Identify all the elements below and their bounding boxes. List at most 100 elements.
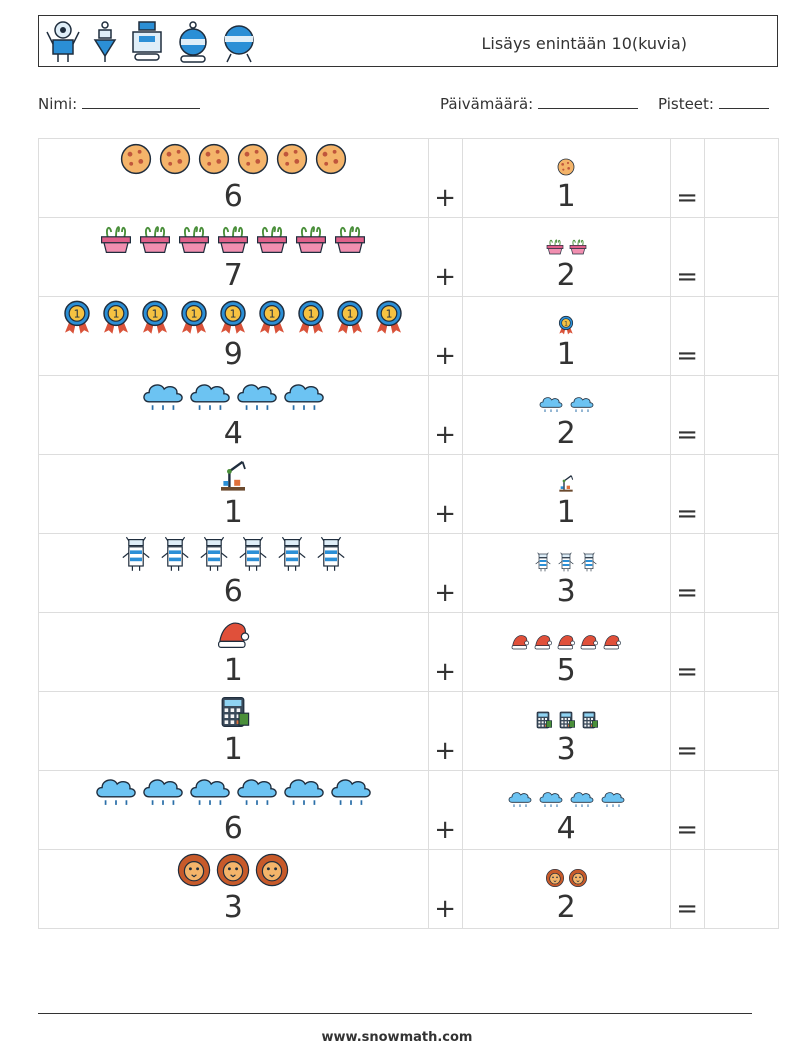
addend-a-cell: 1 xyxy=(38,691,429,771)
answer-cell[interactable] xyxy=(703,770,780,850)
robot-icon xyxy=(157,536,193,576)
equals-sign: = xyxy=(676,341,698,371)
addend-a-number: 9 xyxy=(223,337,243,372)
plant-pot-icon xyxy=(568,236,588,260)
medal-icon: 1 xyxy=(556,315,576,339)
equals-sign: = xyxy=(676,262,698,292)
svg-text:1: 1 xyxy=(269,308,276,321)
cookie-icon xyxy=(313,141,349,181)
medal-icon: 1 xyxy=(371,299,407,339)
cookie-icon xyxy=(235,141,271,181)
problem-row: 1 + 1 = xyxy=(38,454,780,534)
medal-icon: 1 xyxy=(254,299,290,339)
lion-icon xyxy=(215,852,251,892)
addend-a-cell: 6 xyxy=(38,533,429,613)
problem-row: 6 + 3 = xyxy=(38,533,780,613)
footer-divider xyxy=(38,1013,752,1014)
addend-b-pictures xyxy=(533,710,599,734)
rain-cloud-icon xyxy=(599,789,627,813)
rain-cloud-icon xyxy=(188,378,232,418)
answer-cell[interactable] xyxy=(703,138,780,218)
equals-sign: = xyxy=(676,815,698,845)
addend-b-number: 2 xyxy=(556,258,576,293)
plus-sign: + xyxy=(434,736,457,766)
plus-sign: + xyxy=(434,341,457,371)
equals-sign: = xyxy=(676,894,698,924)
santa-hat-icon xyxy=(215,615,251,655)
problem-row: 3 + 2 = xyxy=(38,849,780,929)
cookie-icon xyxy=(157,141,193,181)
robot-arm-icon xyxy=(215,457,251,497)
plus-cell: + xyxy=(427,138,463,218)
answer-cell[interactable] xyxy=(703,849,780,929)
plus-sign: + xyxy=(434,657,457,687)
equals-cell: = xyxy=(669,375,705,455)
addend-b-cell: 2 xyxy=(461,849,671,929)
plant-pot-icon xyxy=(293,220,329,260)
plant-pot-icon xyxy=(215,220,251,260)
footer-url: www.snowmath.com xyxy=(321,1030,473,1045)
plus-cell: + xyxy=(427,217,463,297)
answer-cell[interactable] xyxy=(703,217,780,297)
answer-cell[interactable] xyxy=(703,375,780,455)
answer-cell[interactable] xyxy=(703,691,780,771)
calculator-icon xyxy=(556,710,576,734)
rain-cloud-icon xyxy=(282,773,326,813)
answer-cell[interactable] xyxy=(703,533,780,613)
calculator-icon xyxy=(215,694,251,734)
addend-a-pictures xyxy=(94,773,373,813)
header-robot-icons xyxy=(45,19,257,65)
name-blank[interactable] xyxy=(82,96,201,109)
equals-cell: = xyxy=(669,533,705,613)
robot-icon xyxy=(533,552,553,576)
addend-b-number: 1 xyxy=(556,179,576,214)
addend-b-cell: 1 xyxy=(461,138,671,218)
addend-b-number: 1 xyxy=(556,495,576,530)
equals-cell: = xyxy=(669,612,705,692)
plus-cell: + xyxy=(427,849,463,929)
robot-icon xyxy=(132,21,162,61)
addend-a-number: 6 xyxy=(223,811,243,846)
addend-b-cell: 1 1 xyxy=(461,296,671,376)
plus-sign: + xyxy=(434,499,457,529)
addend-a-number: 6 xyxy=(223,574,243,609)
addend-a-pictures xyxy=(118,141,349,181)
equals-cell: = xyxy=(669,138,705,218)
score-blank[interactable] xyxy=(718,96,769,109)
robot-icon xyxy=(179,21,207,63)
addend-a-number: 3 xyxy=(223,890,243,925)
santa-hat-icon xyxy=(510,631,530,655)
score-label: Pisteet: xyxy=(658,95,714,113)
addend-a-pictures xyxy=(141,378,326,418)
addend-b-pictures xyxy=(510,631,622,655)
robot-icon xyxy=(118,536,154,576)
addend-a-cell: 7 xyxy=(38,217,429,297)
date-blank[interactable] xyxy=(538,96,638,109)
plus-cell: + xyxy=(427,770,463,850)
addend-a-number: 1 xyxy=(223,495,243,530)
plus-sign: + xyxy=(434,815,457,845)
plus-sign: + xyxy=(434,183,457,213)
addend-b-pictures xyxy=(537,394,596,418)
answer-cell[interactable] xyxy=(703,296,780,376)
problem-row: 6 + 1 = xyxy=(38,138,780,218)
answer-cell[interactable] xyxy=(703,612,780,692)
santa-hat-icon xyxy=(556,631,576,655)
lion-icon xyxy=(254,852,290,892)
addend-b-number: 1 xyxy=(556,337,576,372)
addend-a-cell: 6 xyxy=(38,770,429,850)
medal-icon: 1 xyxy=(215,299,251,339)
equals-cell: = xyxy=(669,691,705,771)
equals-sign: = xyxy=(676,736,698,766)
svg-text:1: 1 xyxy=(152,308,159,321)
addend-b-number: 5 xyxy=(556,653,576,688)
answer-cell[interactable] xyxy=(703,454,780,534)
addend-b-pictures xyxy=(545,868,588,892)
rain-cloud-icon xyxy=(329,773,373,813)
lion-icon xyxy=(568,868,588,892)
addend-b-pictures xyxy=(506,789,627,813)
score-field: Pisteet: xyxy=(658,95,769,113)
plant-pot-icon xyxy=(137,220,173,260)
plant-pot-icon xyxy=(176,220,212,260)
addend-a-pictures: 1 1 1 1 1 1 1 1 1 xyxy=(59,299,407,339)
